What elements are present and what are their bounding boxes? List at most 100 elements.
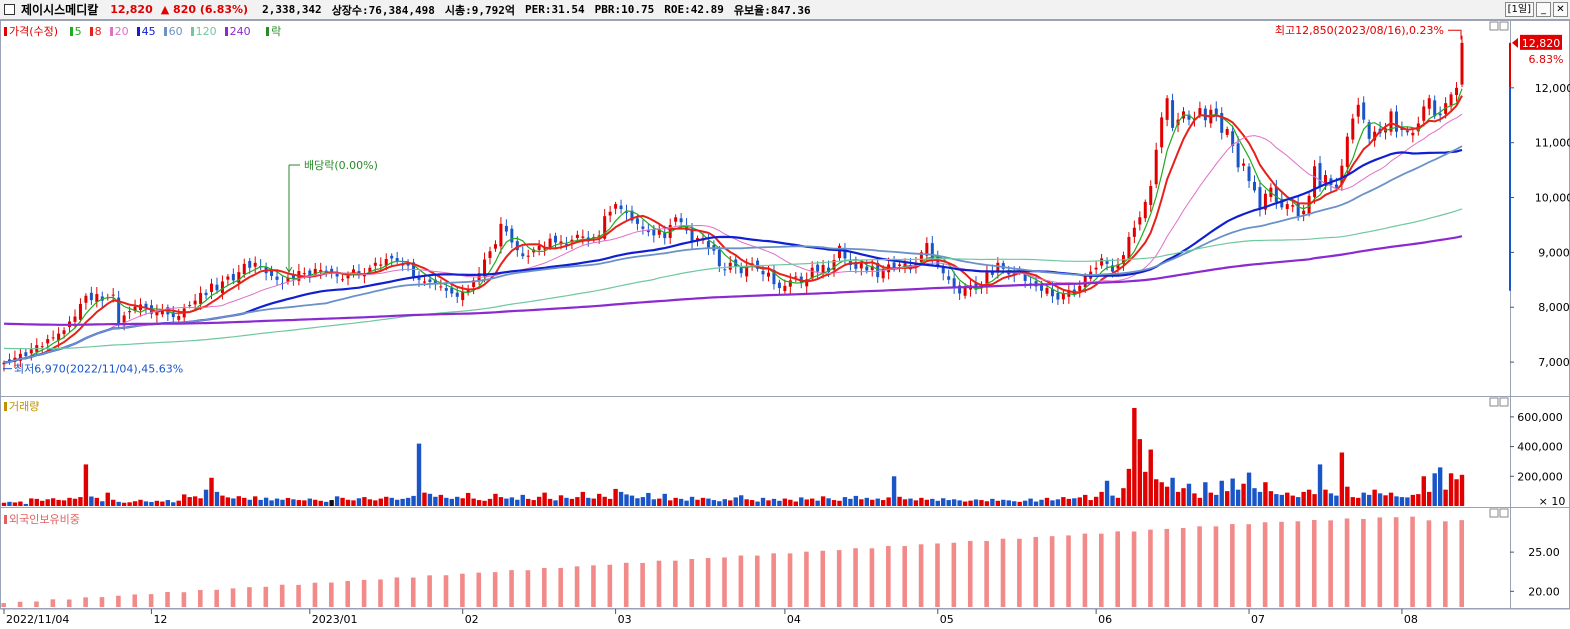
volume-bar	[1350, 497, 1355, 506]
foreign-bar	[1262, 522, 1268, 607]
candle-body	[876, 262, 880, 278]
volume-bar	[744, 499, 749, 506]
volume-bar	[1192, 493, 1197, 506]
foreign-bar	[886, 546, 891, 607]
foreign-bar	[279, 584, 285, 607]
foreign-bar	[1000, 538, 1006, 607]
volume-bar	[1224, 491, 1230, 506]
foreign-bar	[214, 589, 219, 607]
foreign-bar	[1164, 528, 1170, 607]
candle-body	[275, 276, 279, 280]
volume-bar	[651, 499, 657, 506]
candle-body	[422, 281, 426, 283]
volume-bar	[1126, 468, 1132, 506]
volume-bar	[1246, 472, 1252, 506]
candle-body	[1285, 204, 1289, 210]
chart-area[interactable]: 7,000 8,000 9,000 10,000 11,000 12,000 최고12,85…	[0, 20, 1570, 629]
foreign-bar	[1377, 517, 1383, 607]
volume-bar	[1230, 478, 1235, 506]
listed-shares: 상장수:76,384,498	[331, 3, 435, 17]
volume-bar	[580, 491, 586, 506]
candle-body	[346, 275, 350, 279]
candle-body	[193, 300, 197, 305]
foreign-bar	[574, 566, 580, 607]
chart-canvas[interactable]: 7,000 8,000 9,000 10,000 11,000 12,000 최고12,85…	[0, 20, 1570, 629]
foreign-bar	[902, 546, 908, 607]
foreign-panel-frame	[0, 507, 1570, 609]
volume-bar	[673, 497, 678, 506]
volume-bar	[373, 500, 378, 506]
foreign-bar	[1197, 526, 1202, 607]
volume-bar	[586, 497, 591, 506]
candle-body	[543, 248, 547, 250]
price-tick-label: 7,000	[1538, 356, 1570, 369]
ma-legend-45: 45	[136, 25, 160, 38]
foreign-bar	[1082, 533, 1088, 607]
volume-bar	[962, 501, 968, 506]
price-panel-maximize-icon	[1499, 21, 1509, 31]
select-checkbox[interactable]	[4, 4, 15, 15]
foreign-bar	[492, 572, 498, 607]
volume-bar	[345, 499, 351, 506]
volume-bar	[34, 498, 39, 506]
volume-bar	[1317, 464, 1323, 506]
price-panel-restore-icon	[1489, 21, 1499, 31]
candle-body	[78, 303, 82, 320]
volume-bar	[558, 495, 564, 506]
volume-bar	[1219, 480, 1224, 506]
candle-body	[51, 337, 55, 339]
volume-bar	[837, 500, 842, 506]
volume-bar	[815, 500, 820, 506]
volume-bar	[231, 498, 236, 506]
candle-body	[1323, 175, 1327, 186]
foreign-bar	[361, 579, 367, 607]
candle-body	[177, 316, 181, 320]
ma-legend-8: 8	[89, 25, 106, 38]
volume-bar	[941, 498, 946, 506]
volume-bar	[607, 498, 613, 506]
volume-bar	[67, 497, 72, 506]
candle-body	[1001, 263, 1005, 269]
volume-bar	[536, 496, 542, 506]
volume-bar	[1383, 495, 1388, 506]
candle-body	[614, 204, 618, 209]
volume-legend: 거래량	[4, 398, 43, 414]
period-button[interactable]: [1일]	[1504, 2, 1534, 17]
foreign-bar	[705, 558, 711, 607]
candle-body	[395, 258, 399, 262]
volume-bar	[291, 499, 296, 506]
candle-body	[335, 273, 339, 277]
minimize-icon[interactable]: _	[1536, 2, 1551, 17]
volume-bar	[318, 500, 323, 506]
volume-bar	[83, 464, 89, 506]
candle-body	[57, 333, 61, 341]
candle-body	[1422, 106, 1426, 121]
price-tick-label: 12,000	[1535, 82, 1570, 95]
volume-bar	[1159, 482, 1164, 506]
ma20-line	[3, 113, 1463, 364]
volume-bar	[12, 502, 18, 506]
volume-bar	[285, 497, 291, 506]
volume-bar	[198, 498, 203, 506]
foreign-bar	[542, 568, 547, 607]
candle-body	[379, 264, 383, 266]
volume-bar	[1295, 497, 1301, 506]
volume-bar	[771, 498, 777, 506]
volume-bar	[209, 477, 214, 506]
volume-bar	[1154, 479, 1159, 506]
volume-bar	[1208, 492, 1214, 506]
candle-body	[827, 267, 831, 273]
candle-body	[384, 258, 388, 266]
foreign-bar	[116, 595, 121, 607]
volume-bar	[356, 498, 362, 506]
foreign-bar	[1361, 518, 1366, 607]
close-icon[interactable]: ✕	[1553, 2, 1568, 17]
volume-bar	[526, 498, 531, 506]
volume-bar	[280, 499, 285, 506]
volume-bar	[1077, 497, 1082, 506]
candle-body	[308, 270, 312, 276]
volume-bar	[749, 500, 755, 506]
volume-bar	[160, 501, 165, 506]
volume-bar	[553, 500, 558, 506]
candle-body	[1411, 132, 1415, 136]
